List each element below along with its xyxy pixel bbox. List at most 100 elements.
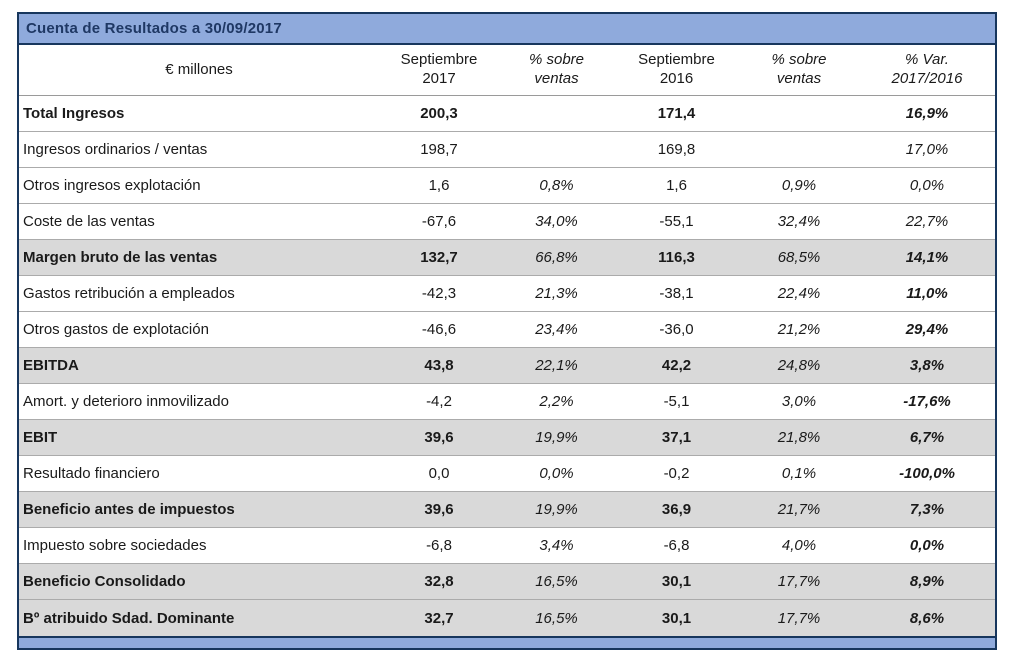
cell-value: 1,6 [666, 177, 687, 194]
row-label: Amort. y deterioro inmovilizado [23, 393, 229, 410]
cell-value: 30,1 [661, 609, 692, 627]
cell-value: 39,6 [424, 429, 454, 446]
cell-value: 3,4% [539, 537, 574, 554]
cell-value: 1,6 [428, 177, 450, 194]
table-row: EBIT 39,6 19,9% 37,1 21,8% 6,7% [19, 420, 995, 456]
cell-value: 68,5% [777, 249, 821, 266]
table-row: Beneficio antes de impuestos 39,6 19,9% 36,… [19, 492, 995, 528]
cell-value: 2,2% [539, 393, 574, 410]
table-row: Resultado financiero 0,0 0,0% -0,2 0,1% -100,… [19, 456, 995, 492]
column-header-pct-ventas-2017: % sobre ventas [528, 51, 585, 87]
cell-value: 21,7% [777, 501, 821, 518]
table-row: Coste de las ventas -67,6 34,0% -55,1 32,4% 2… [19, 204, 995, 240]
cell-value: 24,8% [777, 357, 821, 374]
table-row: Gastos retribución a empleados -42,3 21,3%… [19, 276, 995, 312]
cell-value: 0,0% [909, 177, 945, 194]
cell-value: 29,4% [905, 321, 949, 338]
cell-value [739, 132, 859, 167]
cell-value: 132,7 [420, 249, 458, 266]
cell-value: 17,7% [777, 573, 821, 590]
row-label: Total Ingresos [23, 105, 125, 122]
cell-value: -36,0 [659, 321, 694, 338]
cell-value: -6,8 [426, 537, 452, 554]
cell-value: 21,3% [535, 285, 578, 302]
cell-value: 22,7% [905, 213, 949, 230]
cell-value: 0,0 [428, 465, 450, 482]
table-row: Bº atribuido Sdad. Dominante 32,7 16,5% 30,… [19, 600, 995, 636]
cell-value: 6,7% [909, 429, 945, 446]
cell-value: 30,1 [661, 573, 692, 590]
cell-value: -4,2 [426, 393, 452, 410]
cell-value: 171,4 [657, 105, 696, 122]
cell-value: 16,5% [535, 609, 578, 627]
cell-value: 42,2 [661, 357, 692, 374]
cell-value: 200,3 [420, 105, 458, 122]
cell-value: 8,6% [909, 609, 945, 627]
cell-value: 16,9% [905, 105, 949, 122]
cell-value: 32,7 [424, 609, 454, 627]
cell-value [739, 96, 859, 131]
document-title: Cuenta de Resultados a 30/09/2017 [26, 20, 282, 37]
cell-value: -55,1 [659, 213, 694, 230]
cell-value: -38,1 [659, 285, 694, 302]
cell-value: 4,0% [781, 537, 817, 554]
row-label: Bº atribuido Sdad. Dominante [23, 609, 235, 627]
cell-value: 39,6 [424, 501, 454, 518]
cell-value: 8,9% [909, 573, 945, 590]
table-row: EBITDA 43,8 22,1% 42,2 24,8% 3,8% [19, 348, 995, 384]
column-header-sept-2016: Septiembre 2016 [638, 51, 715, 87]
table-row: Amort. y deterioro inmovilizado -4,2 2,2% -… [19, 384, 995, 420]
cell-value: 34,0% [535, 213, 578, 230]
cell-value: 22,4% [777, 285, 821, 302]
row-label: Margen bruto de las ventas [23, 249, 218, 266]
cell-value: 0,0% [539, 465, 574, 482]
cell-value: 0,8% [539, 177, 574, 194]
table-row: Otros gastos de explotación -46,6 23,4% -36… [19, 312, 995, 348]
row-label: Otros ingresos explotación [23, 177, 201, 194]
cell-value: -100,0% [899, 465, 955, 482]
cell-value: 43,8 [424, 357, 454, 374]
cell-value [499, 96, 614, 131]
table-row: Total Ingresos 200,3 171,4 16,9% [19, 96, 995, 132]
cell-value: 37,1 [661, 429, 692, 446]
cell-value: -0,2 [663, 465, 690, 482]
title-bar: Cuenta de Resultados a 30/09/2017 [19, 14, 995, 45]
cell-value: -6,8 [663, 537, 690, 554]
table-row: Otros ingresos explotación 1,6 0,8% 1,6 0,9%… [19, 168, 995, 204]
cell-value: 11,0% [906, 285, 948, 302]
row-label: Ingresos ordinarios / ventas [23, 141, 208, 158]
cell-value: 36,9 [661, 501, 692, 518]
cell-value: 32,4% [777, 213, 821, 230]
cell-value: 21,2% [777, 321, 821, 338]
column-header-pct-ventas-2016: % sobre ventas [771, 51, 827, 87]
footer-bar [19, 636, 995, 648]
row-label: Impuesto sobre sociedades [23, 537, 207, 554]
cell-value: -67,6 [421, 213, 457, 230]
row-label: Otros gastos de explotación [23, 321, 209, 338]
column-header-unit: € millones [165, 60, 233, 78]
cell-value: 22,1% [535, 357, 578, 374]
cell-value: 17,0% [905, 141, 949, 158]
column-header-var: % Var. 2017/2016 [891, 51, 963, 87]
table-row: Ingresos ordinarios / ventas 198,7 169,8 17… [19, 132, 995, 168]
table-row: Margen bruto de las ventas 132,7 66,8% 116,… [19, 240, 995, 276]
cell-value: 17,7% [777, 609, 821, 627]
row-label: Beneficio Consolidado [23, 573, 186, 590]
column-header-sept-2017: Septiembre 2017 [400, 51, 478, 87]
cell-value: 19,9% [535, 501, 578, 518]
table-row: Beneficio Consolidado 32,8 16,5% 30,1 17,7% 8… [19, 564, 995, 600]
row-label: Beneficio antes de impuestos [23, 501, 235, 518]
cell-value: 116,3 [658, 249, 695, 266]
row-label: EBIT [23, 429, 58, 446]
cell-value: 3,8% [909, 357, 945, 374]
row-label: Gastos retribución a empleados [23, 285, 235, 302]
cell-value: 21,8% [777, 429, 821, 446]
cell-value: 66,8% [535, 249, 578, 266]
cell-value: -17,6% [903, 393, 951, 410]
row-label: Coste de las ventas [23, 213, 155, 230]
cell-value: 3,0% [781, 393, 817, 410]
row-label: EBITDA [23, 357, 79, 374]
cell-value: 19,9% [535, 429, 578, 446]
cell-value: -42,3 [421, 285, 457, 302]
